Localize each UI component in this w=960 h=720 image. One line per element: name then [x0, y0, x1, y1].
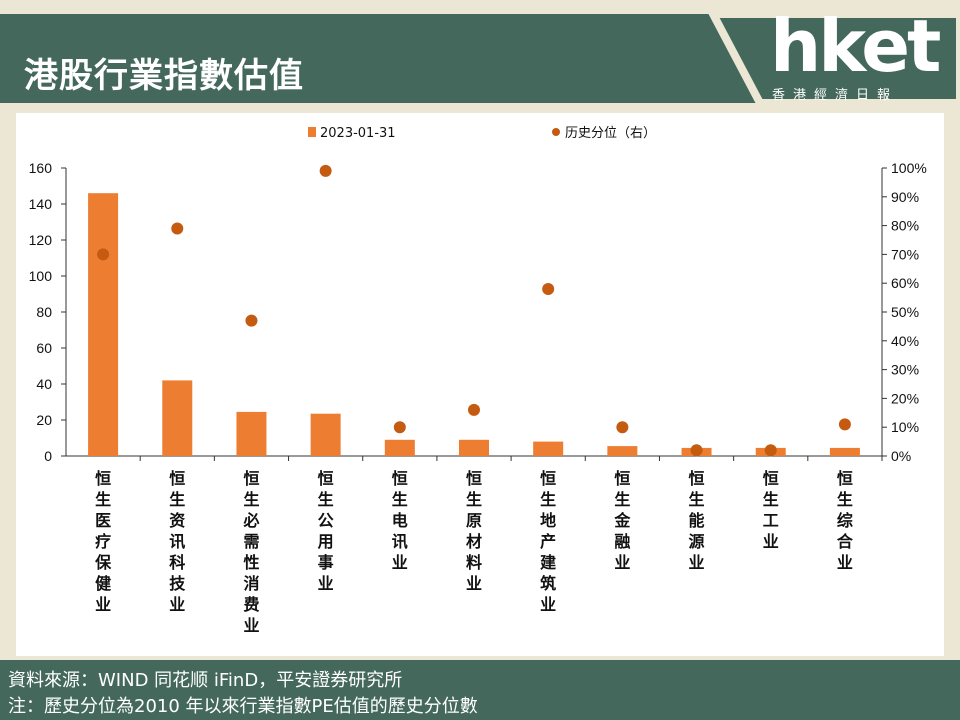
- chart-panel: 2023-01-31 历史分位（右） 0 20 40 60 80 100 120 140 160…: [16, 113, 944, 656]
- category-labels: 恒生医疗保健业 恒生资讯科技业 恒生必需性消费业 恒生公用事业 恒生电讯业 恒生原材料业 恒…: [94, 469, 854, 635]
- category-label-10: 恒生综合业: [837, 469, 854, 572]
- left-tick-label: 100: [29, 268, 53, 284]
- right-tick-label: 60%: [891, 275, 919, 291]
- right-tick-label: 20%: [891, 390, 919, 406]
- bar-7: [607, 446, 638, 456]
- right-tick-label: 70%: [891, 246, 919, 262]
- hket-logo-subtitle: 香港經濟日報: [772, 88, 899, 103]
- percentile-series: [97, 164, 851, 457]
- title-band: 港股行業指數估值: [0, 14, 760, 103]
- legend-bar-label: 2023-01-31: [320, 126, 396, 141]
- left-tick-label: 140: [29, 196, 53, 212]
- source-note: 資料來源：WIND 同花顺 iFinD，平安證券研究所: [8, 670, 403, 691]
- left-tick-label: 0: [44, 448, 52, 464]
- category-label-3: 恒生公用事业: [318, 469, 334, 593]
- percentile-dot-0: [97, 248, 110, 261]
- percentile-dot-6: [542, 282, 555, 295]
- header: 港股行業指數估值 hket 香港經濟日報: [0, 0, 960, 103]
- percentile-dot-4: [393, 421, 406, 434]
- percentile-dot-9: [764, 444, 777, 457]
- right-tick-label: 80%: [891, 218, 919, 234]
- logo-panel: [706, 10, 960, 103]
- left-tick-label: 120: [29, 232, 53, 248]
- category-label-9: 恒生工业: [763, 469, 779, 551]
- category-label-4: 恒生电讯业: [392, 469, 408, 572]
- percentile-dot-2: [245, 314, 258, 327]
- legend-dot-label: 历史分位（右）: [565, 126, 656, 141]
- hket-logo[interactable]: hket: [770, 4, 941, 88]
- right-tick-label: 0%: [891, 448, 911, 464]
- category-label-8: 恒生能源业: [689, 469, 705, 572]
- right-tick-label: 10%: [891, 419, 919, 435]
- right-tick-label: 90%: [891, 189, 919, 205]
- category-label-6: 恒生地产建筑业: [540, 469, 556, 614]
- bar-4: [384, 439, 415, 456]
- bar-1: [162, 380, 193, 456]
- bar-3: [310, 413, 341, 456]
- left-tick-label: 60: [36, 340, 52, 356]
- percentile-dot-5: [468, 403, 480, 416]
- category-label-5: 恒生原材料业: [466, 469, 482, 593]
- bar-2: [236, 411, 267, 456]
- left-tick-label: 80: [36, 304, 52, 320]
- bar-series: [88, 193, 860, 456]
- right-tick-label: 100%: [891, 160, 927, 176]
- percentile-dot-3: [319, 164, 332, 177]
- legend-dot-swatch: [552, 128, 560, 136]
- category-label-0: 恒生医疗保健业: [94, 469, 112, 614]
- category-label-7: 恒生金融业: [613, 469, 631, 572]
- footnote: 注：歷史分位為2010 年以來行業指數PE估值的歷史分位數: [8, 696, 478, 717]
- category-label-1: 恒生资讯科技业: [169, 469, 186, 614]
- right-tick-label: 40%: [891, 333, 919, 349]
- right-tick-label: 50%: [891, 304, 919, 320]
- footer: 資料來源：WIND 同花顺 iFinD，平安證券研究所 注：歷史分位為2010 …: [0, 660, 960, 720]
- percentile-dot-8: [690, 444, 703, 457]
- legend: 2023-01-31 历史分位（右）: [308, 126, 656, 141]
- right-tick-label: 30%: [891, 362, 919, 378]
- percentile-dot-7: [616, 421, 629, 434]
- bar-0: [88, 193, 119, 456]
- percentile-dot-10: [838, 418, 851, 431]
- bar-5: [459, 439, 489, 456]
- legend-bar-swatch: [308, 127, 316, 137]
- chart: 2023-01-31 历史分位（右） 0 20 40 60 80 100 120 140 160…: [29, 126, 927, 635]
- axes: 0 20 40 60 80 100 120 140 160 0% 10% 20% 30% 40% 50% 60…: [29, 160, 927, 464]
- left-tick-label: 160: [29, 160, 53, 176]
- category-label-2: 恒生必需性消费业: [242, 469, 259, 635]
- bar-6: [533, 441, 564, 456]
- bar-10: [829, 447, 860, 456]
- left-tick-label: 40: [36, 376, 52, 392]
- page-title: 港股行業指數估值: [24, 56, 304, 96]
- left-tick-label: 20: [36, 412, 52, 428]
- percentile-dot-1: [171, 222, 184, 235]
